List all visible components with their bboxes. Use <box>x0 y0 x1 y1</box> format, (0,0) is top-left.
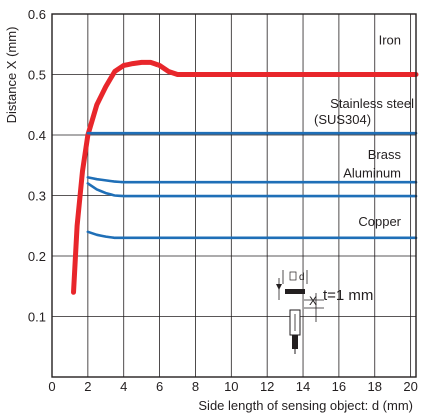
target-plate-icon <box>285 289 305 294</box>
series-label: Copper <box>358 214 401 229</box>
series-line-brass <box>86 176 418 184</box>
x-tick-label: 10 <box>224 379 238 394</box>
x-tick-label: 6 <box>156 379 163 394</box>
x-tick-label: 14 <box>296 379 310 394</box>
plot-frame <box>51 13 417 378</box>
series-label: Aluminum <box>343 165 401 180</box>
x-tick-label: 20 <box>403 379 417 394</box>
inset-x-label: X <box>309 294 317 308</box>
x-axis-label: Side length of sensing object: d (mm) <box>198 398 413 413</box>
inset-d-label: d <box>299 272 305 283</box>
series-line-copper <box>86 230 418 240</box>
y-tick-label: 0.4 <box>28 128 46 143</box>
series-line-iron <box>71 59 419 295</box>
sensor-diagram: d X t=1 mm <box>276 270 373 354</box>
y-tick-label: 0.2 <box>28 249 46 264</box>
x-axis: 0 2 4 6 8 10 12 14 16 18 20 <box>48 379 417 394</box>
x-tick-label: 2 <box>84 379 91 394</box>
x-tick-label: 4 <box>120 379 127 394</box>
data-series <box>71 59 419 295</box>
series-line-aluminum <box>86 182 418 198</box>
x-tick-label: 16 <box>332 379 346 394</box>
y-tick-label: 0.1 <box>28 310 46 325</box>
x-tick-label: 0 <box>48 379 55 394</box>
y-axis: 0.1 0.2 0.3 0.4 0.5 0.6 <box>28 7 46 325</box>
series-label: Stainless steel (SUS304) <box>314 96 414 127</box>
series-labels: Iron Stainless steel (SUS304) Brass Aluminum… <box>314 32 414 229</box>
x-tick-label: 12 <box>260 379 274 394</box>
x-tick-label: 18 <box>368 379 382 394</box>
series-label: Brass <box>368 147 402 162</box>
inset-thickness-label: t=1 mm <box>323 287 373 304</box>
y-tick-label: 0.5 <box>28 68 46 83</box>
series-label: Iron <box>379 32 401 47</box>
y-axis-label: Distance X (mm) <box>4 27 19 124</box>
y-tick-label: 0.6 <box>28 7 46 22</box>
y-tick-label: 0.3 <box>28 189 46 204</box>
x-tick-label: 8 <box>192 379 199 394</box>
